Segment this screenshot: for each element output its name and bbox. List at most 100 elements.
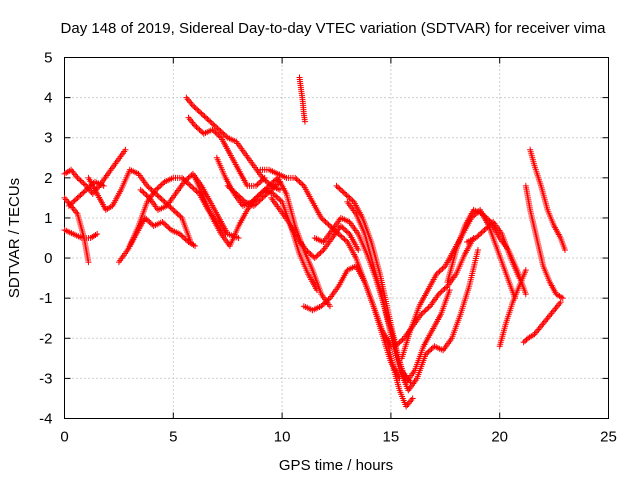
- data-point: [337, 222, 344, 229]
- data-series: [185, 114, 268, 189]
- data-point: [477, 230, 484, 237]
- data-point: [155, 184, 162, 191]
- data-point: [313, 253, 320, 260]
- data-point: [179, 174, 186, 181]
- grid-lines: [64, 57, 609, 419]
- data-point: [176, 212, 183, 219]
- data-point: [485, 222, 492, 229]
- data-point: [325, 221, 332, 228]
- data-point: [171, 208, 178, 215]
- data-point: [158, 181, 165, 188]
- data-point: [339, 224, 346, 231]
- data-point: [179, 233, 186, 240]
- data-point: [159, 218, 166, 225]
- data-point: [80, 189, 87, 196]
- data-point: [263, 178, 270, 185]
- data-point: [437, 289, 444, 296]
- data-point: [304, 248, 311, 255]
- data-point: [264, 184, 271, 191]
- data-point: [194, 125, 201, 132]
- data-point: [274, 194, 281, 201]
- data-point: [76, 176, 83, 183]
- data-point: [176, 230, 183, 237]
- data-point: [191, 103, 198, 110]
- data-point: [346, 194, 353, 201]
- data-point: [144, 193, 151, 200]
- data-point: [268, 186, 275, 193]
- data-point: [257, 190, 264, 197]
- data-point: [255, 180, 262, 187]
- data-point: [267, 181, 274, 188]
- data-point: [77, 192, 84, 199]
- data-point: [201, 113, 208, 120]
- data-point: [226, 184, 233, 191]
- x-tick-label: 20: [491, 429, 508, 446]
- data-point: [160, 180, 167, 187]
- data-point: [154, 192, 161, 199]
- data-point: [84, 185, 91, 192]
- data-point: [559, 295, 566, 302]
- data-point: [212, 129, 219, 136]
- data-point: [520, 339, 527, 346]
- data-point: [195, 107, 202, 114]
- data-point: [265, 189, 272, 196]
- data-point: [187, 182, 194, 189]
- data-point: [345, 229, 352, 236]
- data-point: [196, 126, 203, 133]
- data-point: [273, 193, 280, 200]
- data-point: [210, 121, 217, 128]
- data-point: [227, 185, 234, 192]
- axis-ticks: [64, 57, 609, 419]
- x-tick-label: 25: [600, 429, 617, 446]
- data-point: [446, 287, 453, 294]
- data-point: [263, 190, 270, 197]
- data-point: [441, 285, 448, 292]
- data-point: [325, 296, 332, 303]
- data-point: [210, 128, 217, 135]
- data-point: [163, 222, 170, 229]
- data-point: [197, 128, 204, 135]
- data-point: [168, 205, 175, 212]
- data-point: [209, 126, 216, 133]
- data-point: [275, 180, 282, 187]
- data-point: [140, 189, 147, 196]
- data-point: [202, 114, 209, 121]
- data-point: [261, 174, 268, 181]
- data-point: [334, 184, 341, 191]
- y-tick-label: 0: [44, 250, 52, 267]
- data-point: [322, 218, 329, 225]
- data-point: [215, 126, 222, 133]
- data-point: [337, 232, 344, 239]
- data-point: [257, 178, 264, 185]
- data-point: [251, 196, 258, 203]
- data-point: [170, 206, 177, 213]
- data-point: [184, 176, 191, 183]
- data-point: [216, 133, 223, 140]
- data-series: [333, 182, 453, 386]
- data-series: [115, 214, 199, 266]
- data-point: [81, 181, 88, 188]
- data-point: [204, 116, 211, 123]
- data-point: [342, 226, 349, 233]
- data-point: [522, 337, 529, 344]
- data-point: [189, 102, 196, 109]
- data-point: [440, 264, 447, 271]
- data-point: [67, 201, 74, 208]
- data-point: [522, 291, 529, 298]
- data-point: [303, 247, 310, 254]
- data-point: [319, 301, 326, 308]
- data-point: [487, 221, 494, 228]
- data-point: [77, 177, 84, 184]
- data-point: [70, 198, 77, 205]
- data-point: [214, 125, 221, 132]
- data-point: [155, 193, 162, 200]
- data-point: [68, 200, 75, 207]
- data-point: [218, 129, 225, 136]
- data-point: [157, 182, 164, 189]
- data-point: [236, 193, 243, 200]
- data-point: [65, 202, 72, 209]
- data-series: [85, 166, 194, 246]
- data-series: [527, 146, 568, 254]
- x-axis-label: GPS time / hours: [279, 457, 393, 474]
- data-point: [260, 193, 267, 200]
